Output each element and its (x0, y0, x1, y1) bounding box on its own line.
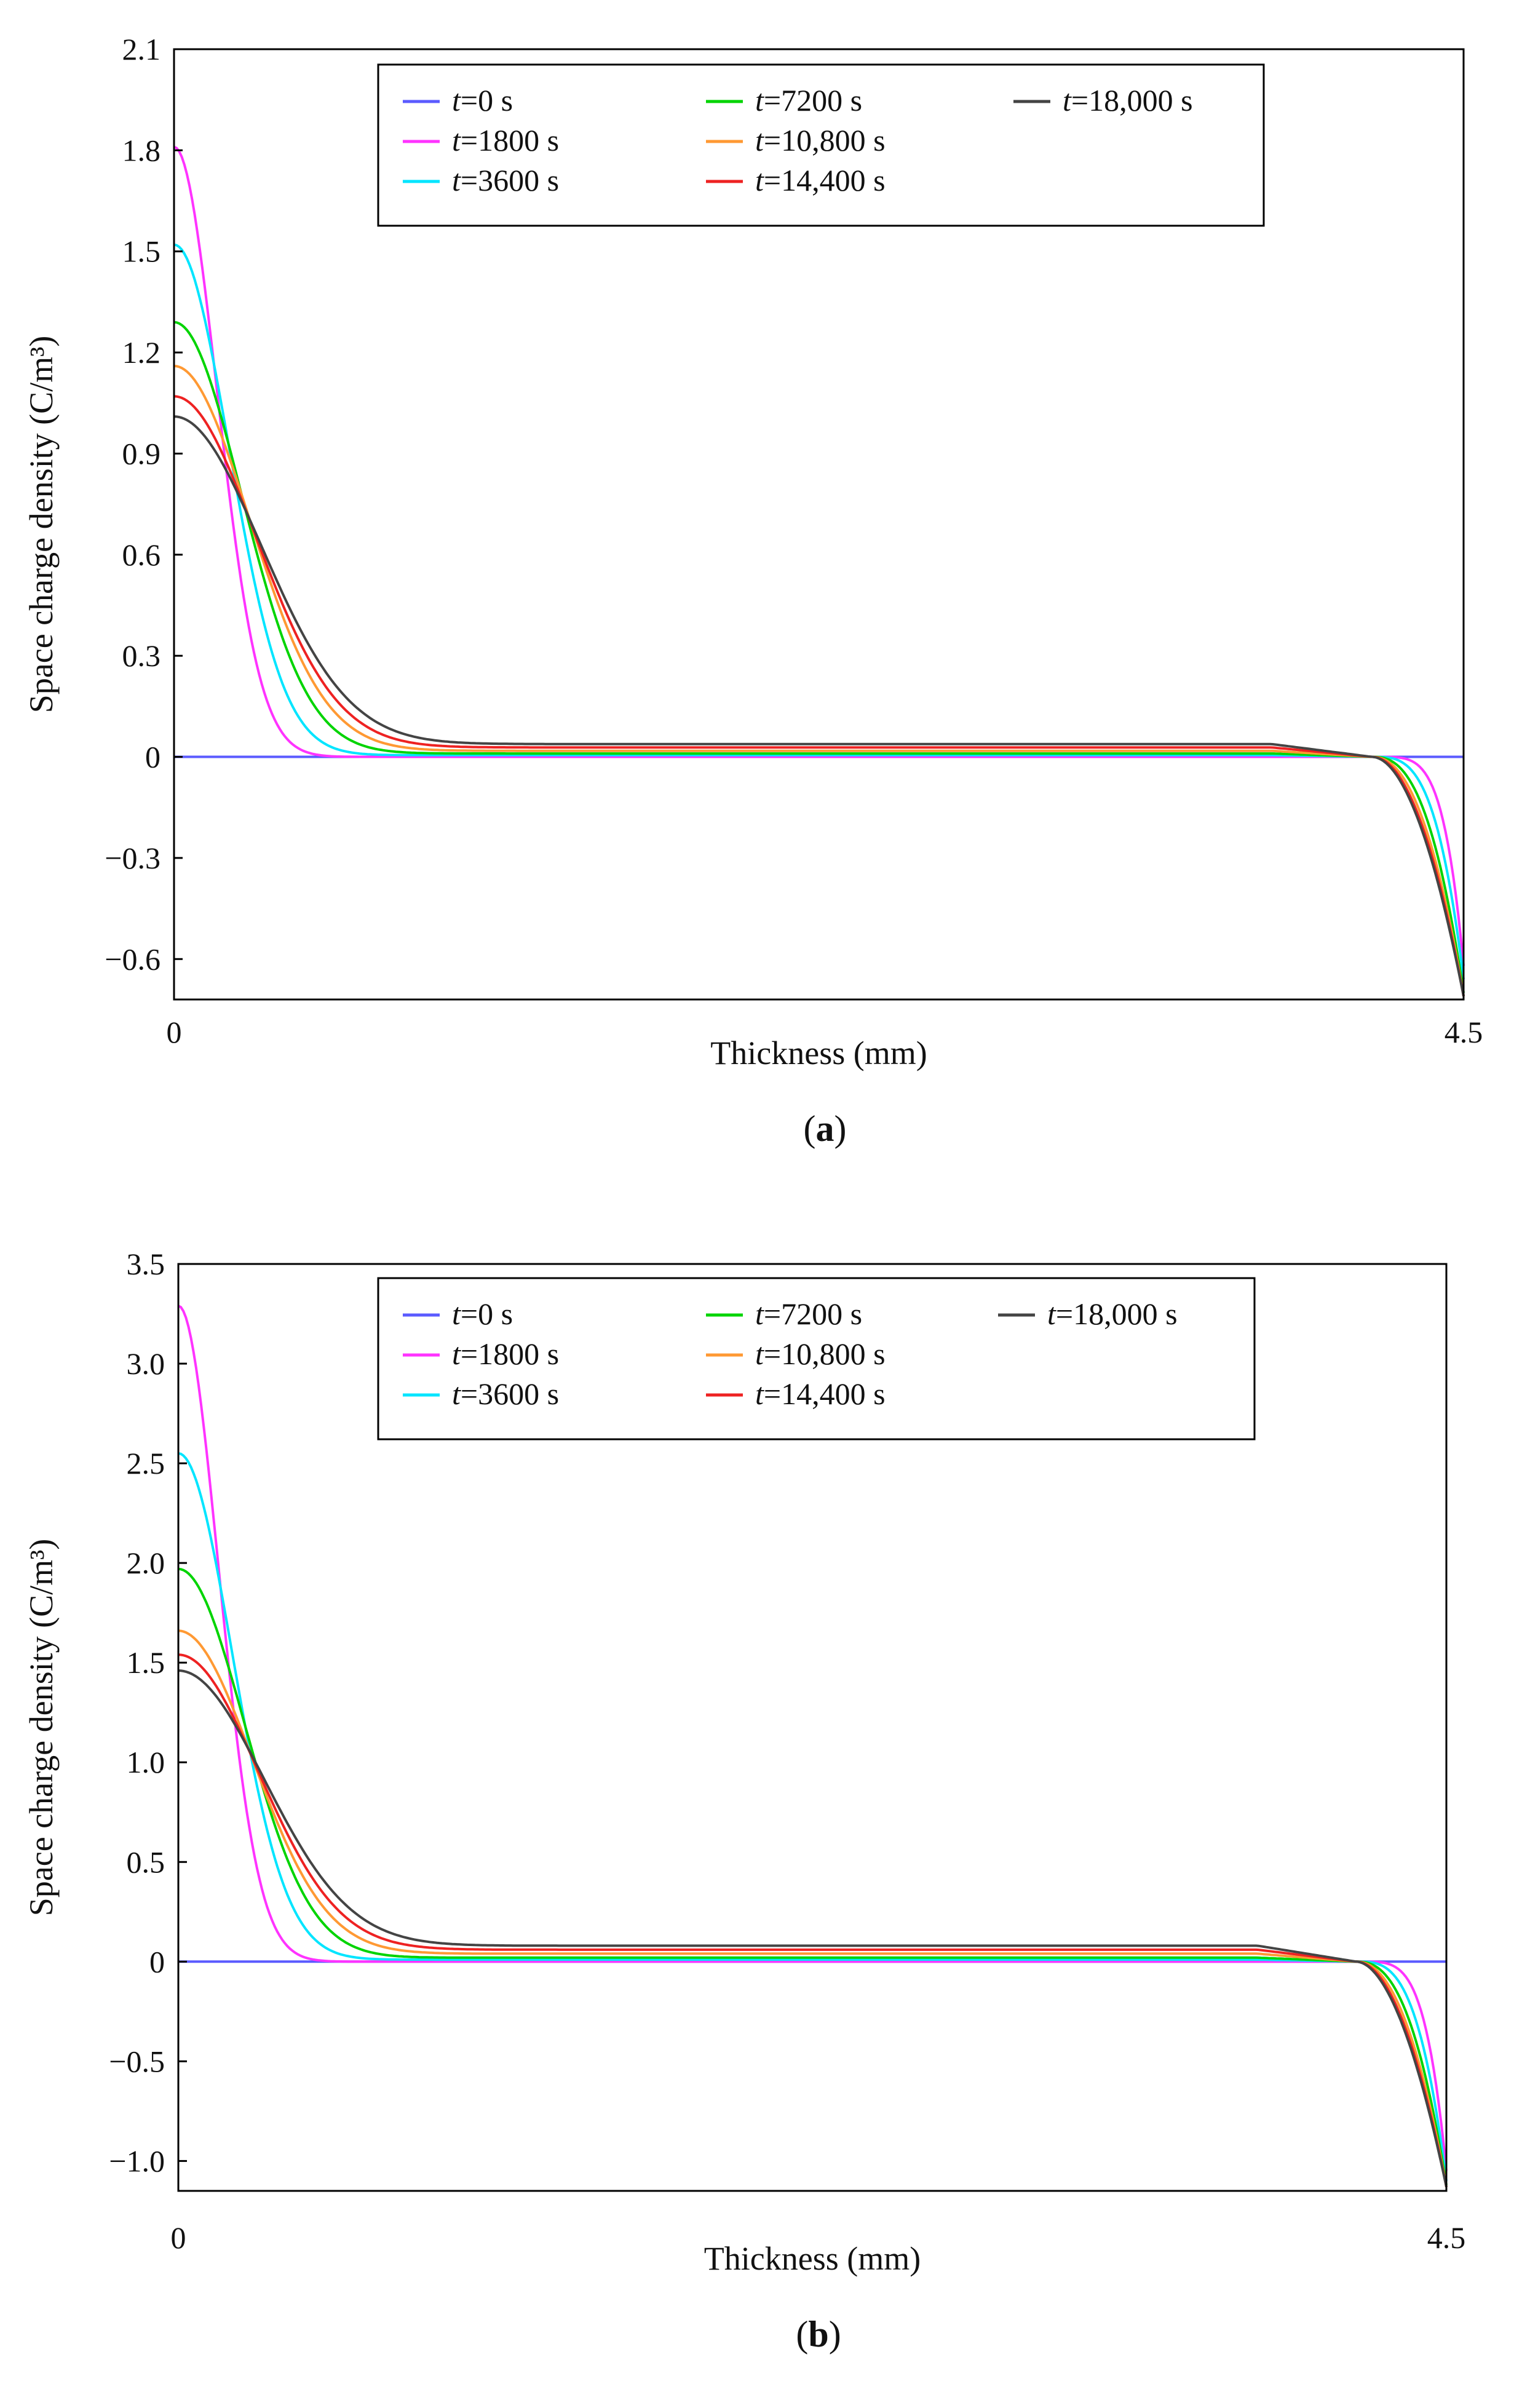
legend-entry-t10800: t=10,800 s (755, 123, 886, 157)
y-tick-label: 1.5 (122, 234, 161, 269)
legend: t=0 s t=1800 s t=3600 s t=7200 s t=10,800 s t… (377, 63, 1265, 227)
legend-box (377, 1277, 1256, 1440)
legend-entry-t1800: t=1800 s (452, 1337, 559, 1371)
chart-panel-b: 3.5 3.0 2.5 2.0 1.5 1.0 0.5 0 −0.5 −1.0 0 4.5 Thickn… (23, 1247, 1465, 2354)
series-line-t7200 (173, 320, 1465, 993)
legend-entry-t14400: t=14,400 s (755, 163, 886, 197)
chart-panel-a: 2.1 1.8 1.5 1.2 0.9 0.6 0.3 0 −0.3 −0.6 0 4.5 Thickn… (23, 32, 1483, 1149)
series-line-t10800 (178, 1629, 1448, 2187)
y-tick-label: −0.3 (105, 841, 161, 875)
y-tick-label: 0.3 (122, 638, 161, 673)
legend-entry-t0: t=0 s (452, 83, 513, 117)
plot-frame (173, 48, 1465, 1001)
y-tick-label: 3.0 (127, 1346, 165, 1381)
y-tick-label: 3.5 (127, 1247, 165, 1281)
legend-entry-t10800: t=10,800 s (755, 1337, 886, 1371)
legend-entry-t3600: t=3600 s (452, 163, 559, 197)
y-tick-label: 0.6 (122, 538, 161, 572)
plot-frame (177, 1263, 1448, 2192)
y-tick-label: 1.5 (127, 1645, 165, 1680)
series-line-t14400 (178, 1653, 1448, 2187)
y-tick-label: 2.0 (127, 1546, 165, 1580)
y-tick-label: 2.5 (127, 1446, 165, 1480)
y-tick-label: −0.6 (105, 942, 161, 976)
legend-entry-t14400: t=14,400 s (755, 1377, 886, 1411)
x-axis-label: Thickness (mm) (704, 2240, 921, 2277)
y-axis-label: Space charge density (C/m³) (23, 1539, 60, 1917)
legend-entry-t1800: t=1800 s (452, 123, 559, 157)
series-line-t1800 (178, 1305, 1448, 2171)
series-line-t10800 (173, 365, 1465, 996)
x-tick-label: 0 (167, 1015, 182, 1049)
legend-entry-t18000: t=18,000 s (1063, 83, 1193, 117)
y-tick-label: 1.2 (122, 335, 161, 370)
x-tick-label: 0 (171, 2220, 186, 2255)
panel-caption: (b) (796, 2314, 841, 2354)
x-axis-label: Thickness (mm) (710, 1035, 927, 1071)
legend: t=0 s t=1800 s t=3600 s t=7200 s t=10,800 s t… (377, 1277, 1256, 1440)
y-tick-label: 0.5 (127, 1845, 165, 1879)
legend-entry-t3600: t=3600 s (452, 1377, 559, 1411)
x-tick-label: 4.5 (1445, 1015, 1483, 1049)
series-line-t3600 (173, 243, 1465, 980)
legend-box (377, 63, 1265, 227)
y-tick-label: 2.1 (122, 32, 161, 66)
y-tick-label: −0.5 (109, 2044, 165, 2078)
series-line-t7200 (178, 1567, 1448, 2185)
series-line-t18000 (178, 1669, 1448, 2187)
series-line-t18000 (173, 415, 1465, 996)
legend-entry-t7200: t=7200 s (755, 83, 862, 117)
legend-entry-t18000: t=18,000 s (1047, 1297, 1178, 1331)
y-tick-label: 1.8 (122, 133, 161, 167)
y-axis-label: Space charge density (C/m³) (23, 336, 60, 713)
y-tick-label: −1.0 (109, 2144, 165, 2178)
y-tick-label: 1.0 (127, 1745, 165, 1779)
x-tick-label: 4.5 (1427, 2220, 1466, 2255)
series-line-t1800 (173, 146, 1465, 966)
legend-entry-t7200: t=7200 s (755, 1297, 862, 1331)
series-line-t14400 (173, 395, 1465, 996)
y-tick-label: 0 (145, 740, 161, 774)
y-tick-label: 0.9 (122, 436, 161, 471)
y-tick-label: 0 (149, 1944, 165, 1979)
legend-entry-t0: t=0 s (452, 1297, 513, 1331)
series-line-t3600 (178, 1452, 1448, 2182)
panel-caption: (a) (804, 1108, 847, 1149)
